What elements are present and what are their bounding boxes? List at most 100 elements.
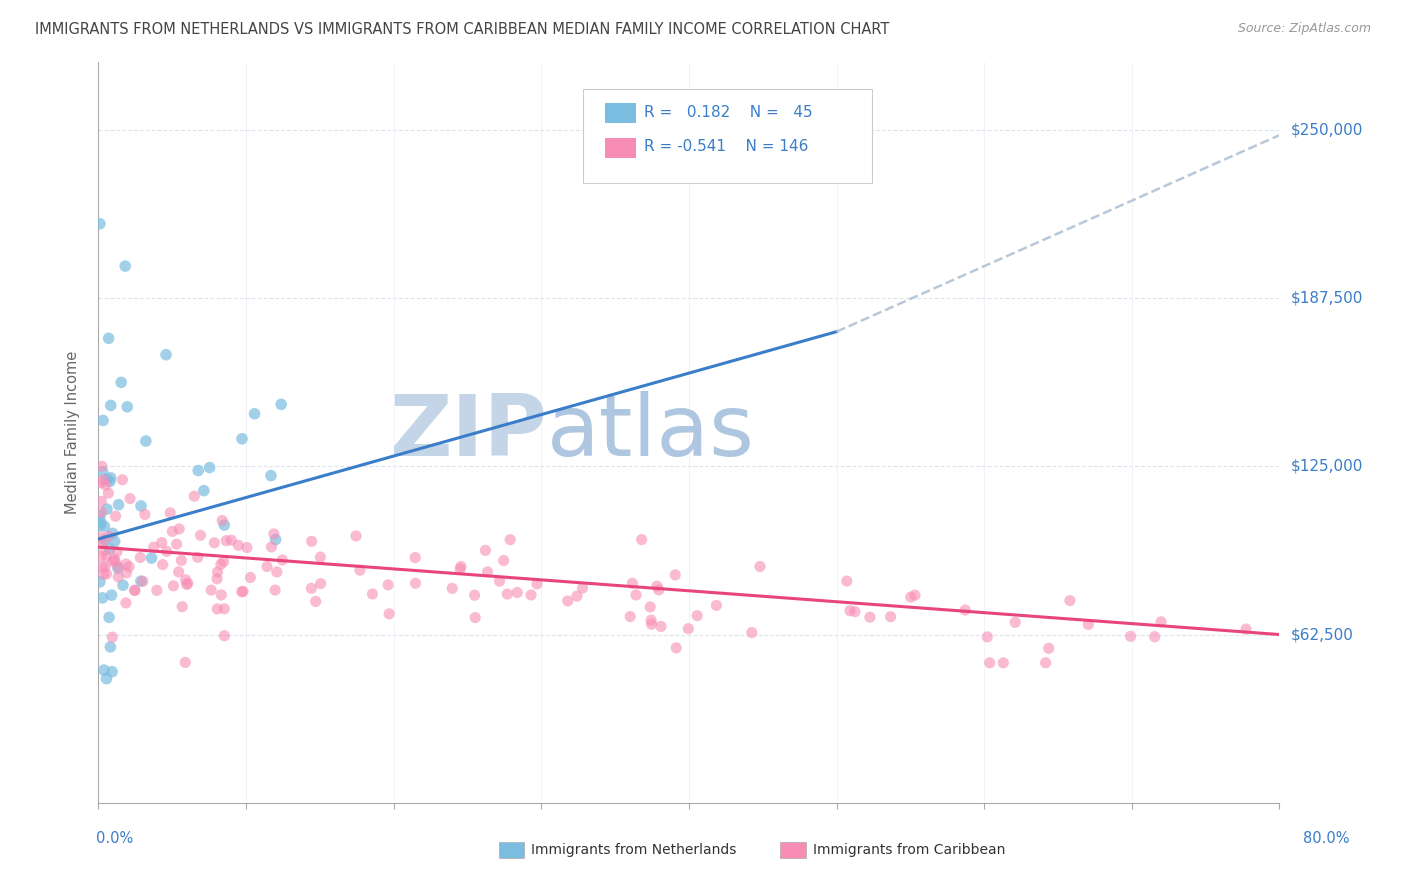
Point (236, 541, 259, 555)
Point (212, 554, 235, 568)
Point (89, 518, 111, 533)
Point (221, 533, 243, 548)
Point (100, 588, 122, 602)
Point (271, 553, 294, 567)
Point (141, 551, 163, 566)
Point (450, 559, 472, 574)
Point (266, 565, 288, 579)
Text: Immigrants from Netherlands: Immigrants from Netherlands (531, 843, 737, 857)
Point (1035, 656, 1057, 670)
Point (114, 259, 136, 273)
Point (209, 588, 232, 602)
Point (299, 582, 322, 596)
Point (187, 550, 209, 565)
Point (98, 475, 121, 489)
Point (264, 533, 287, 547)
Point (496, 587, 519, 601)
Point (464, 610, 486, 624)
Point (135, 434, 157, 448)
Point (207, 565, 229, 579)
Point (571, 581, 593, 595)
Point (110, 376, 132, 390)
Point (449, 562, 471, 576)
Point (93, 567, 115, 582)
Text: $62,500: $62,500 (1291, 627, 1354, 642)
Point (96, 672, 118, 686)
Point (156, 544, 179, 558)
Point (91, 536, 114, 550)
Point (499, 533, 522, 547)
Point (104, 534, 127, 549)
Point (96, 549, 118, 564)
Point (263, 527, 285, 541)
Point (129, 550, 152, 565)
Point (94, 560, 117, 574)
Point (193, 483, 215, 498)
Point (215, 533, 238, 548)
Point (200, 583, 222, 598)
Point (260, 468, 283, 483)
Point (117, 400, 139, 414)
Point (202, 535, 225, 549)
Point (101, 554, 124, 568)
Point (124, 583, 146, 598)
Point (176, 577, 198, 591)
Point (361, 587, 384, 601)
Point (91, 413, 114, 427)
Point (90, 494, 112, 508)
Point (243, 407, 266, 421)
Point (107, 561, 129, 575)
Point (98, 610, 121, 624)
Point (231, 432, 253, 446)
Text: $125,000: $125,000 (1291, 458, 1362, 474)
Point (706, 599, 728, 613)
Point (624, 588, 647, 602)
Point (404, 550, 426, 565)
Point (93, 519, 115, 533)
Point (93, 473, 115, 487)
Point (630, 533, 652, 547)
Point (187, 464, 209, 478)
Point (1004, 615, 1026, 630)
Point (686, 608, 709, 623)
Point (174, 573, 197, 587)
Point (146, 583, 169, 598)
Point (129, 499, 152, 513)
Text: Source: ZipAtlas.com: Source: ZipAtlas.com (1237, 22, 1371, 36)
Point (565, 589, 588, 603)
Point (557, 594, 579, 608)
Point (177, 576, 200, 591)
Point (167, 565, 190, 579)
Point (270, 397, 292, 411)
Point (172, 599, 194, 614)
Point (94, 478, 117, 492)
Point (239, 570, 262, 584)
Point (190, 528, 212, 542)
Point (1077, 617, 1099, 632)
Point (183, 489, 205, 503)
Point (474, 543, 496, 558)
Text: 80.0%: 80.0% (1303, 831, 1350, 846)
Point (638, 599, 661, 614)
Y-axis label: Median Family Income: Median Family Income (65, 351, 80, 515)
Point (96, 566, 118, 581)
Point (678, 622, 700, 636)
Point (640, 617, 662, 632)
Point (170, 553, 193, 567)
Point (835, 574, 858, 588)
Point (405, 576, 427, 591)
Point (129, 574, 152, 589)
Point (115, 566, 138, 580)
Point (159, 506, 181, 520)
Point (101, 630, 124, 644)
Point (89, 508, 111, 523)
Point (640, 613, 662, 627)
Point (209, 558, 232, 572)
Point (90, 459, 112, 474)
Point (1119, 629, 1142, 643)
Point (645, 579, 668, 593)
Point (124, 583, 146, 598)
Point (100, 640, 122, 654)
Point (205, 572, 228, 586)
Point (477, 565, 499, 579)
